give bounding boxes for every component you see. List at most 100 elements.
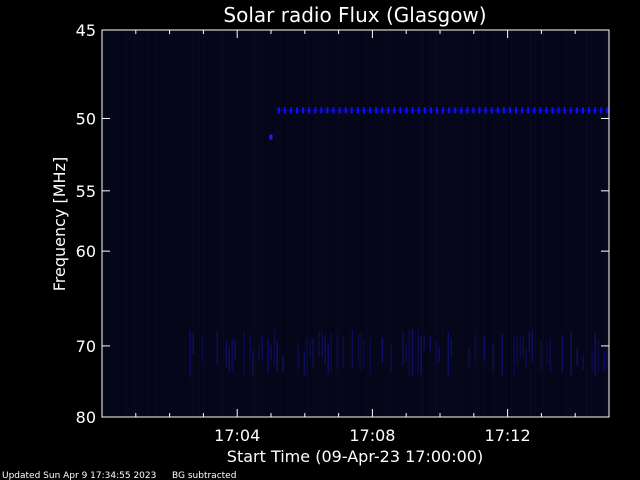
noise-streak [357, 31, 358, 416]
noise-streak [385, 31, 386, 416]
noise-streak [369, 31, 370, 416]
noise-streak [247, 31, 248, 416]
noise-streak [479, 31, 480, 416]
noise-streak [293, 31, 294, 416]
noise-streak [193, 31, 194, 416]
speckle [447, 331, 449, 376]
noise-streak [239, 31, 240, 416]
noise-streak [237, 31, 238, 416]
y-tick-label: 60 [76, 242, 96, 261]
speckle [591, 350, 593, 372]
noise-streak [591, 31, 592, 416]
speckle [435, 341, 437, 364]
noise-streak [287, 31, 288, 416]
band-segment [393, 107, 396, 114]
noise-streak [233, 31, 234, 416]
noise-streak [177, 31, 178, 416]
noise-streak [587, 31, 588, 416]
noise-streak [601, 31, 602, 416]
band-segment [411, 107, 414, 114]
noise-streak [309, 31, 310, 416]
speckle [201, 336, 203, 363]
speckle [423, 335, 425, 350]
noise-streak [501, 31, 502, 416]
noise-streak [481, 31, 482, 416]
noise-streak [325, 31, 326, 416]
speckle [603, 352, 605, 372]
noise-streak [423, 31, 424, 416]
noise-streak [485, 31, 486, 416]
y-tick-label: 55 [76, 182, 96, 201]
noise-streak [417, 31, 418, 416]
noise-streak [219, 31, 220, 416]
noise-streak [231, 31, 232, 416]
speckle [261, 334, 263, 360]
noise-streak [489, 31, 490, 416]
noise-streak [149, 31, 150, 416]
noise-streak [451, 31, 452, 416]
noise-streak [105, 31, 106, 416]
band-segment [350, 107, 353, 114]
noise-streak [157, 31, 158, 416]
noise-streak [109, 31, 110, 416]
noise-streak [187, 31, 188, 416]
noise-streak [345, 31, 346, 416]
noise-streak [353, 31, 354, 416]
band-segment [521, 107, 524, 114]
noise-streak [491, 31, 492, 416]
noise-streak [289, 31, 290, 416]
noise-streak [595, 31, 596, 416]
speckle [231, 338, 233, 371]
noise-streak [605, 31, 606, 416]
noise-streak [281, 31, 282, 416]
noise-streak [439, 31, 440, 416]
band-segment [460, 107, 463, 114]
speckle [336, 334, 338, 370]
plot-frame [101, 29, 610, 418]
band-segment [417, 107, 420, 114]
noise-streak [367, 31, 368, 416]
noise-streak [253, 31, 254, 416]
noise-streak [317, 31, 318, 416]
noise-streak [381, 31, 382, 416]
noise-streak [469, 31, 470, 416]
speckle [540, 339, 542, 371]
noise-streak [571, 31, 572, 416]
speckle [303, 351, 305, 376]
noise-streak [297, 31, 298, 416]
speckle [312, 338, 314, 369]
y-tick-label: 50 [76, 109, 96, 128]
speckle [369, 336, 371, 375]
noise-streak [185, 31, 186, 416]
noise-streak [589, 31, 590, 416]
band-segment [545, 107, 548, 114]
noise-streak [103, 31, 104, 416]
noise-streak [463, 31, 464, 416]
noise-streak [269, 31, 270, 416]
noise-streak [267, 31, 268, 416]
noise-streak [403, 31, 404, 416]
chart-title: Solar radio Flux (Glasgow) [223, 3, 486, 27]
noise-streak [107, 31, 108, 416]
noise-streak [549, 31, 550, 416]
band-segment [575, 107, 578, 114]
noise-streak [251, 31, 252, 416]
noise-streak [553, 31, 554, 416]
band-segment [509, 107, 511, 114]
noise-streak [497, 31, 498, 416]
noise-streak [205, 31, 206, 416]
speckle [408, 329, 410, 377]
band-segment [569, 107, 572, 114]
speckle [594, 333, 596, 376]
noise-streak [415, 31, 416, 416]
band-segment [308, 107, 311, 114]
speckle [360, 332, 362, 371]
noise-streak [305, 31, 306, 416]
noise-streak [407, 31, 408, 416]
band-segment [381, 107, 384, 114]
band-segment [563, 107, 566, 114]
noise-streak [519, 31, 520, 416]
band-segment [399, 107, 402, 114]
noise-streak [259, 31, 260, 416]
speckle [417, 329, 419, 372]
